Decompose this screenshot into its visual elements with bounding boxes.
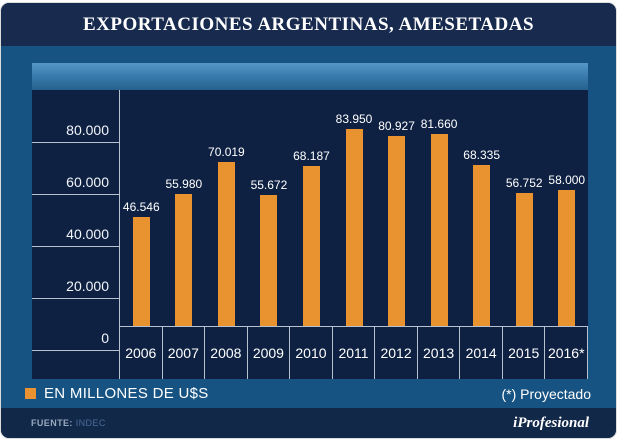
year-label: 2014: [460, 327, 503, 379]
bar: [515, 192, 533, 326]
title-bar: EXPORTACIONES ARGENTINAS, AMESETADAS: [1, 3, 616, 46]
bar-column: 55.980: [163, 90, 206, 326]
legend-swatch-icon: [25, 388, 36, 399]
plot-area: 46.546 55.980 70.019 55.672 68.187 83.950 80.9…: [120, 90, 589, 379]
y-axis-filler: [32, 351, 119, 379]
year-label: 2006: [120, 327, 163, 379]
year-label: 2016*: [545, 327, 589, 379]
bar: [175, 194, 193, 326]
bar-value-label: 81.660: [420, 117, 458, 132]
year-label: 2007: [163, 327, 206, 379]
bar-column: 58.000: [545, 90, 588, 326]
year-label: 2011: [333, 327, 376, 379]
bar-column: 55.672: [248, 90, 291, 326]
bar-column: 46.546: [120, 90, 163, 326]
legend-label: EN MILLONES DE U$S: [44, 385, 209, 402]
bar-column: 83.950: [333, 90, 376, 326]
bar: [388, 135, 406, 326]
page-title: EXPORTACIONES ARGENTINAS, AMESETADAS: [82, 13, 535, 35]
bar: [132, 216, 150, 326]
bar-column: 70.019: [205, 90, 248, 326]
bar: [430, 134, 448, 326]
year-label: 2008: [205, 327, 248, 379]
legend-row: EN MILLONES DE U$S (*) Proyectado: [1, 379, 616, 408]
bar: [217, 161, 235, 326]
bar: [345, 128, 363, 326]
y-tick: 40.000: [32, 195, 119, 247]
bar-value-label: 83.950: [335, 111, 373, 126]
y-tick: 0: [32, 299, 119, 351]
infographic-card: EXPORTACIONES ARGENTINAS, AMESETADAS 80.…: [0, 2, 617, 439]
bar-column: 68.335: [460, 90, 503, 326]
y-tick: 80.000: [32, 90, 119, 143]
year-label: 2010: [290, 327, 333, 379]
bar-value-label: 70.019: [208, 144, 245, 159]
decorative-gradient-band: [32, 63, 588, 90]
brand-logo: iProfesional: [513, 414, 589, 431]
y-tick: 20.000: [32, 247, 119, 299]
bar-column: 56.752: [503, 90, 546, 326]
bar: [473, 165, 491, 326]
bar-value-label: 68.335: [463, 148, 500, 163]
bar-column: 81.660: [418, 90, 461, 326]
year-label: 2015: [503, 327, 546, 379]
year-label: 2013: [418, 327, 461, 379]
legend: EN MILLONES DE U$S: [25, 385, 209, 402]
bar-value-label: 80.927: [378, 118, 415, 133]
bars-area: 46.546 55.980 70.019 55.672 68.187 83.950 80.9…: [120, 90, 588, 326]
bar: [260, 195, 278, 326]
bar-value-label: 58.000: [548, 172, 586, 187]
bar: [558, 189, 576, 326]
projected-note: (*) Proyectado: [501, 385, 591, 402]
chart-body: 80.000 60.000 40.000 20.000 0 46.546 55.980 70…: [1, 46, 616, 408]
source-credit: FUENTE: INDEC: [31, 418, 106, 428]
year-row: 2006 2007 2008 2009 2010 2011 2012 2013 2014 2015…: [120, 326, 589, 379]
year-label: 2009: [248, 327, 291, 379]
bar-column: 80.927: [375, 90, 418, 326]
year-label: 2012: [375, 327, 418, 379]
source-value: INDEC: [75, 418, 106, 428]
bar-value-label: 55.672: [250, 178, 288, 193]
source-label: FUENTE:: [31, 418, 73, 428]
bar-value-label: 56.752: [505, 175, 543, 190]
y-tick: 60.000: [32, 143, 119, 195]
bottom-bar: FUENTE: INDEC iProfesional: [1, 408, 616, 438]
bar-column: 68.187: [290, 90, 333, 326]
bar-value-label: 68.187: [293, 148, 330, 163]
y-axis: 80.000 60.000 40.000 20.000 0: [32, 90, 120, 379]
bar-value-label: 55.980: [165, 177, 203, 192]
bar-value-label: 46.546: [122, 199, 160, 214]
bar: [302, 165, 320, 326]
bar-chart: 80.000 60.000 40.000 20.000 0 46.546 55.980 70…: [32, 90, 589, 379]
